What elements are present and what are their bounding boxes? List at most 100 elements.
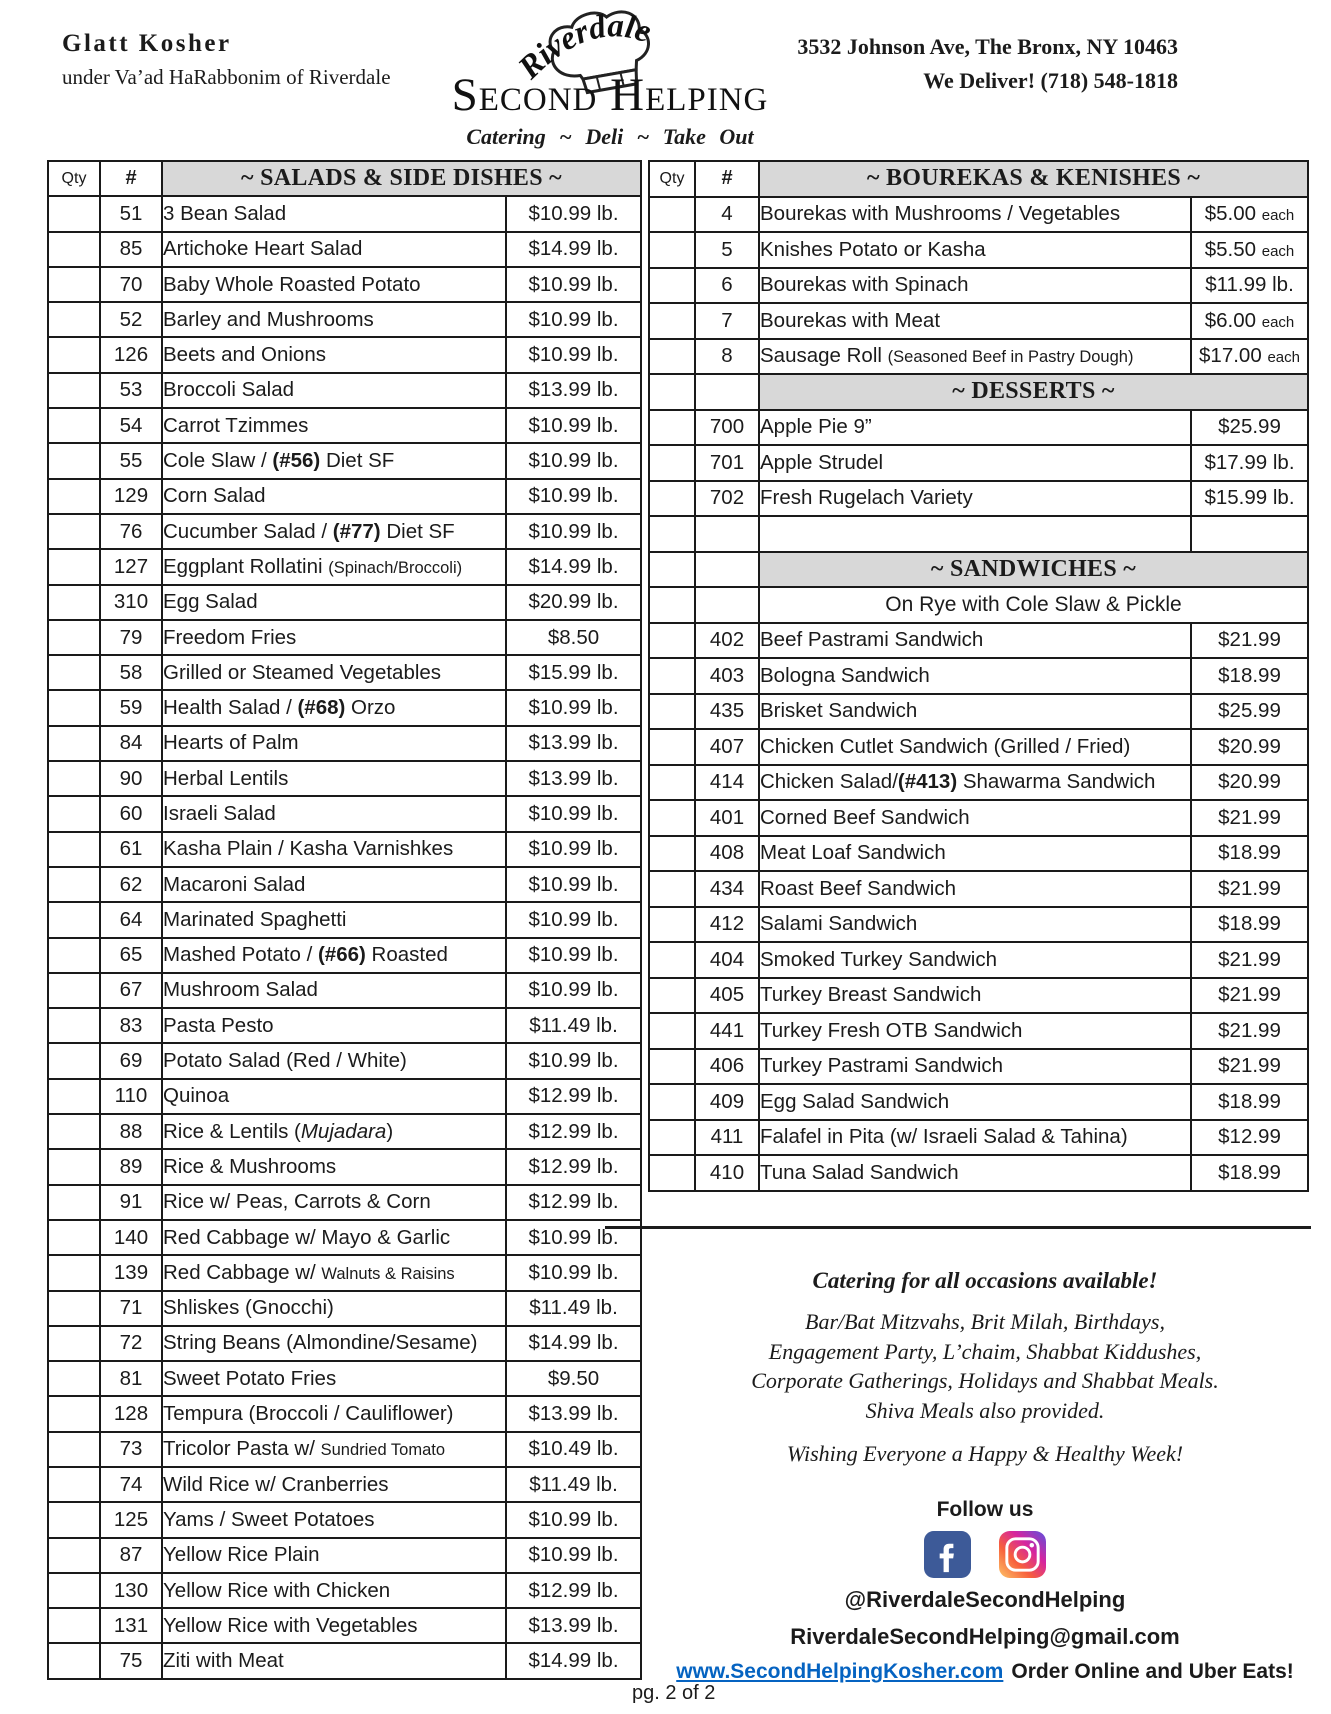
item-name: Herbal Lentils — [161, 760, 507, 798]
item-price: $18.99 — [1190, 1154, 1309, 1192]
item-number: 410 — [694, 1154, 760, 1192]
item-price: $6.00 each — [1190, 302, 1309, 340]
menu-item-row: 51 3 Bean Salad $10.99 lb. — [47, 195, 642, 233]
item-name: Smoked Turkey Sandwich — [758, 941, 1192, 979]
menu-item-row: 85 Artichoke Heart Salad $14.99 lb. — [47, 230, 642, 268]
item-price: $25.99 — [1190, 408, 1309, 446]
item-price: $10.99 lb. — [505, 265, 642, 304]
salads-side-dishes-table: Qty # ~ SALADS & SIDE DISHES ~ 51 3 Bean … — [47, 159, 642, 1680]
qty-cell — [648, 905, 696, 943]
website-link[interactable]: www.SecondHelpingKosher.com — [676, 1660, 1004, 1683]
menu-item-row: 130 Yellow Rice with Chicken $12.99 lb. — [47, 1571, 642, 1610]
menu-item-row: 8 Sausage Roll (Seasoned Beef in Pastry D… — [648, 337, 1309, 375]
qty-cell — [47, 618, 101, 657]
item-number: 89 — [99, 1148, 163, 1186]
glatt-kosher-label: Glatt Kosher — [62, 30, 232, 57]
item-name: Brisket Sandwich — [758, 692, 1192, 730]
qty-cell — [648, 870, 696, 908]
menu-item-row: 128 Tempura (Broccoli / Cauliflower) $13.9… — [47, 1395, 642, 1433]
item-price: $21.99 — [1190, 870, 1309, 908]
qty-cell — [648, 834, 696, 872]
item-price: $14.99 lb. — [505, 548, 642, 586]
section-header-row: ~ SANDWICHES ~ — [648, 550, 1309, 588]
website-line: www.SecondHelpingKosher.com Order Online … — [640, 1660, 1330, 1684]
item-number: 65 — [99, 936, 163, 974]
menu-item-row: 407 Chicken Cutlet Sandwich (Grilled / Fr… — [648, 728, 1309, 766]
catering-line: Engagement Party, L’chaim, Shabbat Kiddu… — [768, 1338, 1202, 1364]
menu-item-row: 405 Turkey Breast Sandwich $21.99 — [648, 976, 1309, 1014]
item-number: 58 — [99, 654, 163, 692]
menu-item-row: 61 Kasha Plain / Kasha Varnishkes $10.99 l… — [47, 830, 642, 868]
item-name: Grilled or Steamed Vegetables — [161, 654, 507, 692]
item-number: 88 — [99, 1113, 163, 1151]
item-number: 441 — [694, 1012, 760, 1050]
item-name: Corn Salad — [161, 477, 507, 515]
item-name: Mushroom Salad — [161, 971, 507, 1010]
qty-cell — [47, 1148, 101, 1186]
item-price: $20.99 — [1190, 728, 1309, 766]
empty-cell — [758, 515, 1192, 553]
item-price: $10.99 lb. — [505, 689, 642, 727]
item-name: Freedom Fries — [161, 618, 507, 657]
menu-item-row: 69 Potato Salad (Red / White) $10.99 lb. — [47, 1042, 642, 1080]
item-number: 81 — [99, 1360, 163, 1398]
page-number: pg. 2 of 2 — [632, 1682, 716, 1704]
item-number: 60 — [99, 795, 163, 833]
catering-description: Bar/Bat Mitzvahs, Brit Milah, Birthdays,… — [640, 1307, 1330, 1425]
item-price: $10.99 lb. — [505, 407, 642, 445]
item-price: $10.99 lb. — [505, 512, 642, 551]
qty-cell — [648, 1118, 696, 1156]
item-price: $10.99 lb. — [505, 971, 642, 1010]
menu-item-row: 55 Cole Slaw / (#56) Diet SF $10.99 lb. — [47, 442, 642, 480]
menu-item-row: 406 Turkey Pastrami Sandwich $21.99 — [648, 1047, 1309, 1085]
item-price: $12.99 — [1190, 1118, 1309, 1156]
menu-item-row: 67 Mushroom Salad $10.99 lb. — [47, 971, 642, 1010]
item-number: 701 — [694, 444, 760, 482]
item-price: $11.99 lb. — [1190, 266, 1309, 304]
item-price: $10.99 lb. — [505, 795, 642, 833]
item-name: Ziti with Meat — [161, 1642, 507, 1680]
menu-item-row: 71 Shliskes (Gnocchi) $11.49 lb. — [47, 1289, 642, 1327]
item-price: $17.99 lb. — [1190, 444, 1309, 482]
item-name: Bourekas with Meat — [758, 302, 1192, 340]
item-name: Rice & Lentils (Mujadara) — [161, 1113, 507, 1151]
item-price: $15.99 lb. — [1190, 479, 1309, 517]
section-subtitle: On Rye with Cole Slaw & Pickle — [758, 586, 1309, 624]
item-name: Egg Salad Sandwich — [758, 1083, 1192, 1121]
item-name: Turkey Breast Sandwich — [758, 976, 1192, 1014]
item-price: $11.49 lb. — [505, 1465, 642, 1504]
item-price: $12.99 lb. — [505, 1148, 642, 1186]
item-number: 7 — [694, 302, 760, 340]
item-price: $10.99 lb. — [505, 936, 642, 974]
item-name: String Beans (Almondine/Sesame) — [161, 1324, 507, 1363]
menu-item-row: 90 Herbal Lentils $13.99 lb. — [47, 760, 642, 798]
item-price: $9.50 — [505, 1360, 642, 1398]
item-price: $13.99 lb. — [505, 371, 642, 410]
qty-cell — [648, 479, 696, 517]
item-name: Yellow Rice with Vegetables — [161, 1607, 507, 1645]
logo: Riverdale Second Helping Catering ~ Deli… — [380, 0, 840, 150]
item-number: 76 — [99, 512, 163, 551]
qty-column-header: Qty — [648, 160, 696, 198]
menu-item-row: 409 Egg Salad Sandwich $18.99 — [648, 1083, 1309, 1121]
menu-item-row: 70 Baby Whole Roasted Potato $10.99 lb. — [47, 265, 642, 304]
item-price: $10.99 lb. — [505, 901, 642, 939]
item-name: Israeli Salad — [161, 795, 507, 833]
item-number: 61 — [99, 830, 163, 868]
qty-cell — [47, 371, 101, 410]
item-price: $14.99 lb. — [505, 1324, 642, 1363]
item-number: 53 — [99, 371, 163, 410]
qty-cell — [648, 763, 696, 801]
qty-cell — [648, 586, 696, 624]
item-price: $10.99 lb. — [505, 865, 642, 904]
menu-item-row: 65 Mashed Potato / (#66) Roasted $10.99 lb… — [47, 936, 642, 974]
item-number: 407 — [694, 728, 760, 766]
item-price: $14.99 lb. — [505, 1642, 642, 1680]
item-number: 411 — [694, 1118, 760, 1156]
qty-cell — [47, 1607, 101, 1645]
menu-item-row: 87 Yellow Rice Plain $10.99 lb. — [47, 1536, 642, 1574]
number-column-header: # — [694, 160, 760, 198]
item-number: 5 — [694, 231, 760, 269]
wishing-line: Wishing Everyone a Happy & Healthy Week! — [786, 1441, 1184, 1466]
item-price: $14.99 lb. — [505, 230, 642, 268]
